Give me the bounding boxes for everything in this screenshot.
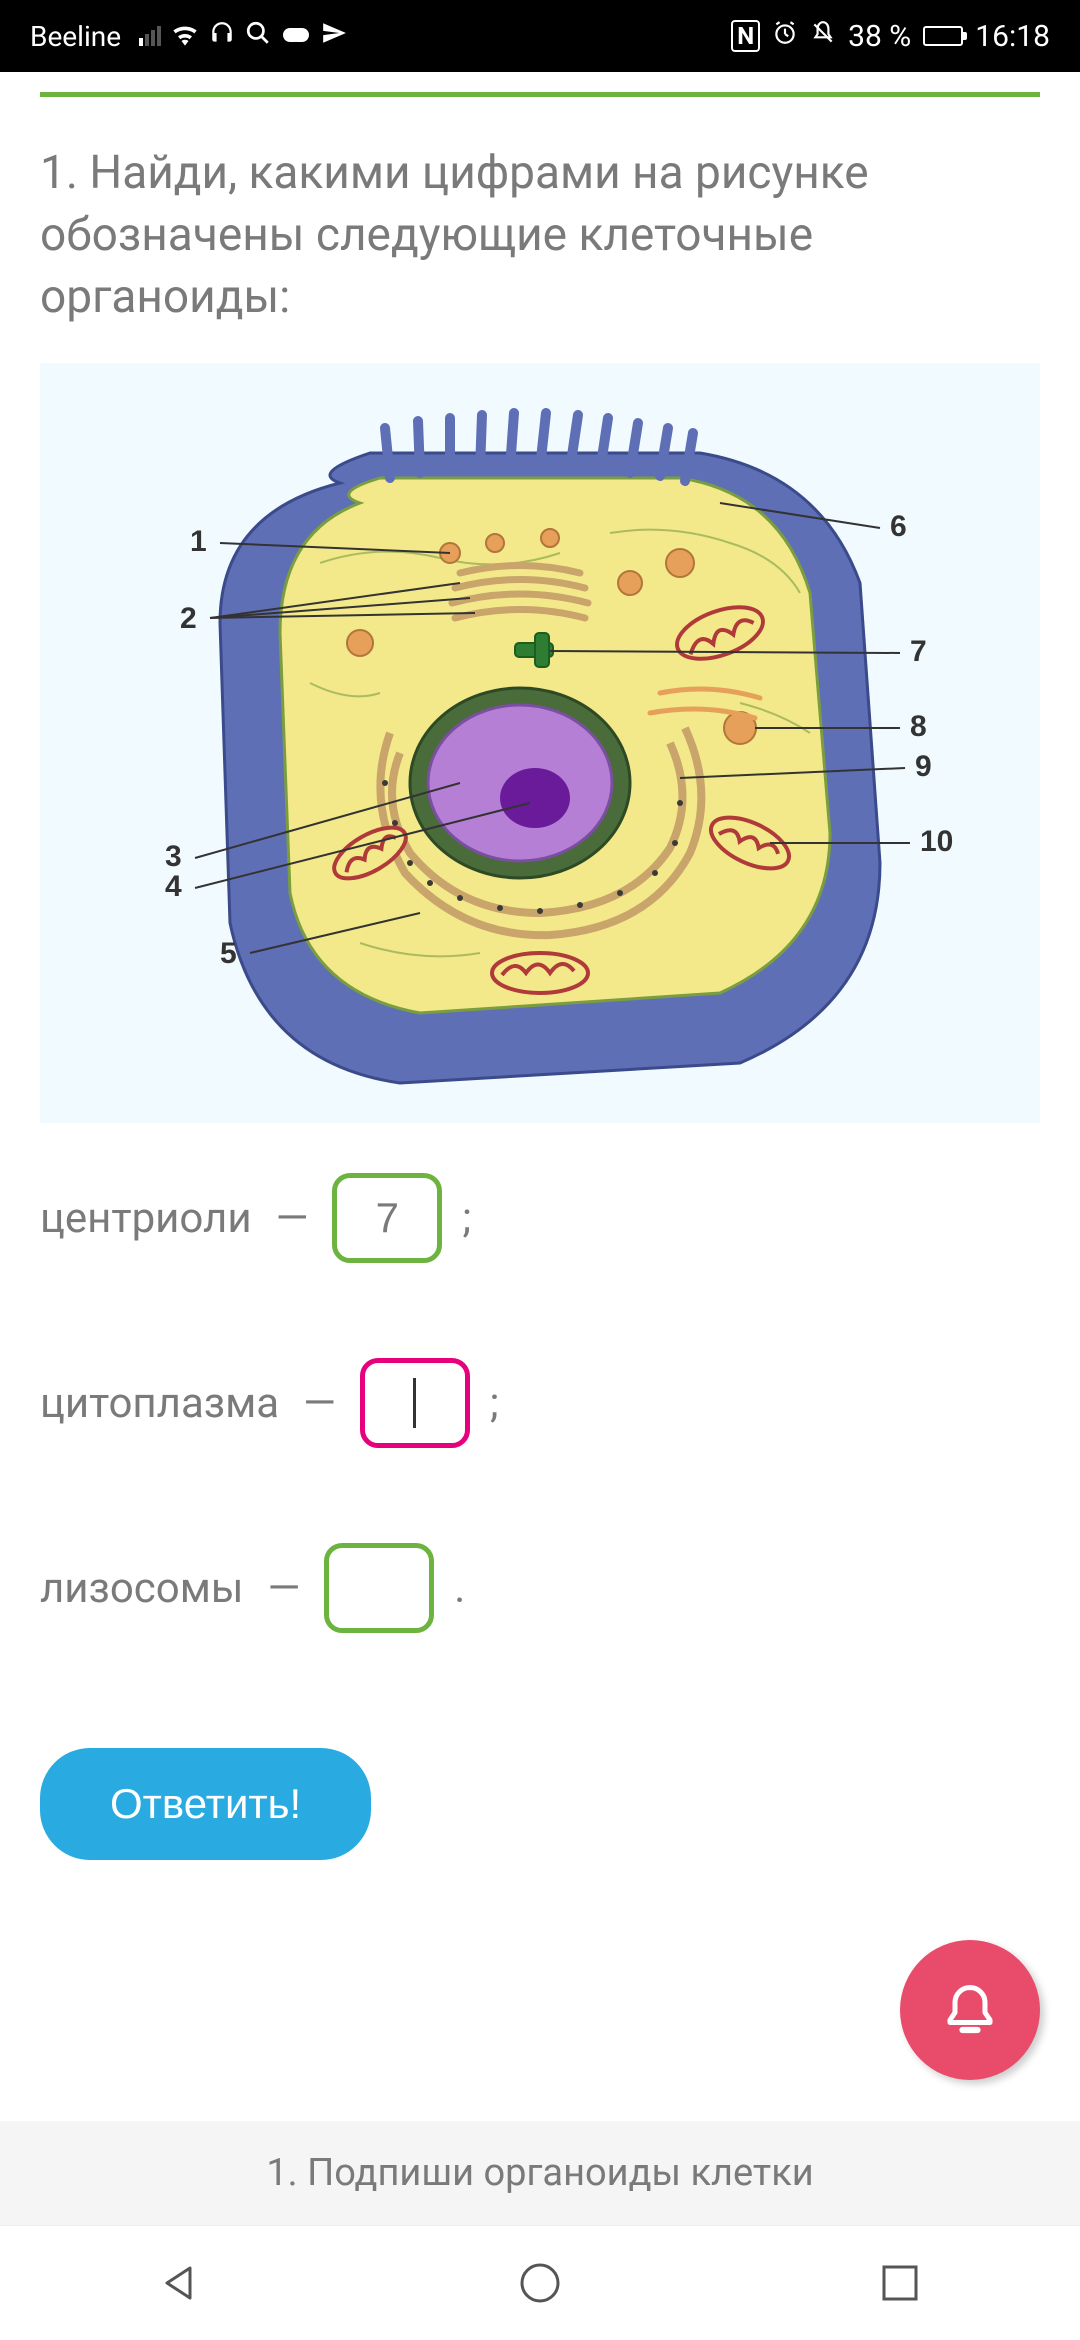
diagram-label-2: 2 [180, 602, 197, 635]
punct-2: ; [490, 1379, 499, 1428]
android-nav-bar [0, 2225, 1080, 2340]
main-content: 1. Найди, какими цифрами на рисунке обоз… [0, 92, 1080, 1860]
diagram-label-1: 1 [190, 525, 207, 558]
cell-diagram: 1 2 3 4 5 6 7 8 9 10 [40, 363, 1040, 1123]
diagram-label-5: 5 [220, 937, 237, 970]
text-cursor [413, 1378, 416, 1428]
punct-3: . [454, 1564, 465, 1613]
nfc-icon: N [731, 20, 760, 52]
bell-icon [940, 1980, 1000, 2040]
status-left: Beeline [30, 20, 347, 53]
divider-line [40, 92, 1040, 97]
alarm-icon [772, 19, 798, 54]
answer-row-2: цитоплазма — ; [40, 1358, 1040, 1448]
dash: — [268, 1564, 301, 1613]
answer-label-3: лизосомы [40, 1564, 244, 1613]
dash: — [276, 1194, 309, 1243]
recents-button[interactable] [875, 2258, 925, 2308]
footer-tab[interactable]: 1. Подпиши органоиды клетки [0, 2121, 1080, 2225]
status-bar: Beeline N 38 % [0, 0, 1080, 72]
status-icons-left [139, 20, 347, 53]
status-right: N 38 % 16:18 [731, 19, 1050, 54]
headphones-icon [209, 20, 235, 53]
answer-input-3[interactable] [324, 1543, 434, 1633]
answer-row-1: центриоли — ; [40, 1173, 1040, 1263]
home-button[interactable] [515, 2258, 565, 2308]
clock-time: 16:18 [975, 19, 1050, 54]
diagram-label-9: 9 [915, 750, 932, 783]
back-button[interactable] [155, 2258, 205, 2308]
answer-input-1[interactable] [332, 1173, 442, 1263]
answer-label-1: центриоли [40, 1194, 252, 1243]
game-icon [281, 20, 311, 53]
battery-icon [923, 26, 963, 46]
diagram-label-8: 8 [910, 710, 927, 743]
diagram-label-7: 7 [910, 635, 927, 668]
search-icon [245, 20, 271, 53]
send-icon [321, 20, 347, 53]
answer-label-2: цитоплазма [40, 1379, 279, 1428]
diagram-label-3: 3 [165, 840, 182, 873]
cell-svg: 1 2 3 4 5 6 7 8 9 10 [60, 383, 1020, 1103]
diagram-label-10: 10 [920, 825, 953, 858]
notification-fab[interactable] [900, 1940, 1040, 2080]
battery-percent: 38 % [848, 19, 911, 54]
punct-1: ; [462, 1194, 471, 1243]
dash: — [303, 1379, 336, 1428]
answer-row-3: лизосомы — . [40, 1543, 1040, 1633]
signal-icon [139, 26, 161, 46]
wifi-icon [171, 20, 199, 53]
carrier-label: Beeline [30, 20, 121, 53]
answer-input-2[interactable] [360, 1358, 470, 1448]
mute-icon [810, 19, 836, 54]
diagram-label-6: 6 [890, 510, 907, 543]
diagram-label-4: 4 [165, 870, 182, 903]
question-text: 1. Найди, какими цифрами на рисунке обоз… [40, 142, 1040, 328]
submit-button[interactable]: Ответить! [40, 1748, 371, 1860]
